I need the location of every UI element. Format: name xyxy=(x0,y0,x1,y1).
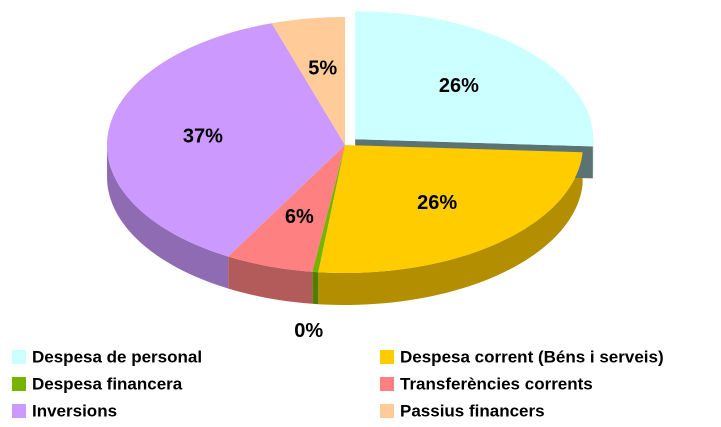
legend-swatch xyxy=(12,404,26,418)
legend-label: Inversions xyxy=(32,401,117,420)
slice-side xyxy=(107,145,229,289)
legend-label: Transferències corrents xyxy=(400,374,593,393)
slice xyxy=(107,23,346,257)
legend-swatch xyxy=(380,404,394,418)
data-label: 0% xyxy=(294,320,323,342)
slice xyxy=(228,145,345,272)
slice-side xyxy=(228,256,313,304)
data-label: 26% xyxy=(439,75,479,97)
data-label: 26% xyxy=(417,192,457,214)
data-label: 6% xyxy=(285,206,314,228)
legend-swatch xyxy=(12,350,26,364)
data-label: 37% xyxy=(183,126,223,148)
legend-label: Passius financers xyxy=(400,401,545,420)
slice xyxy=(318,145,583,273)
slice xyxy=(355,11,594,147)
slice xyxy=(271,17,345,145)
slice-side xyxy=(312,271,319,305)
legend-label: Despesa financera xyxy=(32,374,183,393)
slice-side xyxy=(318,152,583,305)
data-label: 5% xyxy=(308,57,337,79)
slice xyxy=(312,145,345,273)
legend-swatch xyxy=(380,350,394,364)
legend-swatch xyxy=(380,377,394,391)
legend-label: Despesa de personal xyxy=(32,347,202,366)
legend-label: Despesa corrent (Béns i serveis) xyxy=(400,347,664,366)
legend-swatch xyxy=(12,377,26,391)
